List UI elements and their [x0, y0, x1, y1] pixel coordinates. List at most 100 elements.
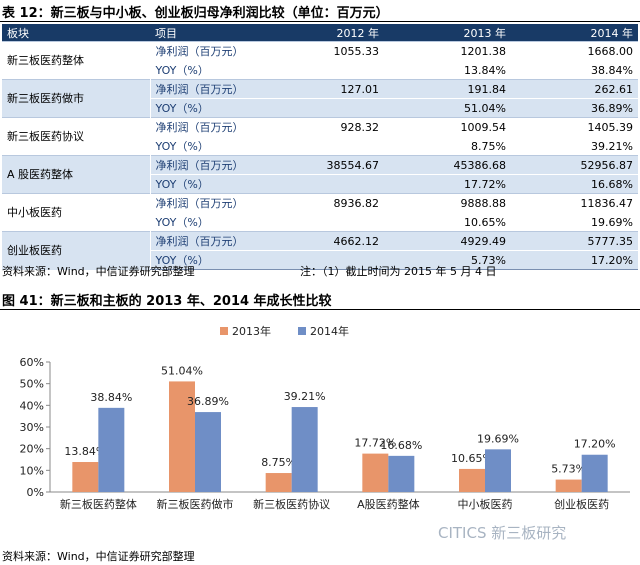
value-cell: 4662.12: [258, 231, 384, 251]
value-cell: 5.73%: [384, 250, 511, 270]
table-header-row: 板块 项目 2012 年 2013 年 2014 年: [2, 24, 638, 42]
value-cell: 51.04%: [384, 98, 511, 118]
value-cell: 9888.88: [384, 193, 511, 213]
y-tick-label: 30%: [20, 421, 44, 434]
item-name: 净利润（百万元）: [149, 41, 258, 61]
item-name: YOY（%）: [149, 60, 258, 80]
table-row: YOY（%） 5.73% 17.20%: [2, 250, 638, 270]
value-cell: 191.84: [384, 79, 511, 99]
block-name: 新三板医药做市: [2, 79, 150, 118]
item-name: 净利润（百万元）: [149, 117, 258, 137]
value-cell: [258, 136, 384, 156]
value-cell: 52956.87: [511, 155, 638, 175]
item-name: YOY（%）: [149, 136, 258, 156]
x-tick-label: 新三板医药做市: [157, 497, 234, 511]
bar: [388, 455, 415, 492]
item-name: 净利润（百万元）: [149, 155, 258, 175]
value-cell: 16.68%: [511, 174, 638, 194]
table-row: YOY（%） 17.72% 16.68%: [2, 174, 638, 194]
value-cell: 8936.82: [258, 193, 384, 213]
caption-rule: [0, 21, 640, 22]
value-cell: 262.61: [511, 79, 638, 99]
watermark: CITICS 新三板研究: [438, 524, 567, 542]
bar: [362, 453, 389, 492]
value-cell: 45386.68: [384, 155, 511, 175]
y-tick-label: 40%: [20, 399, 44, 412]
table-row: YOY（%） 8.75% 39.21%: [2, 136, 638, 156]
value-cell: [258, 98, 384, 118]
table-note: 注：（1）截止时间为 2015 年 5 月 4 日: [300, 265, 497, 278]
table-row: 新三板医药整体 净利润（百万元） 1055.33 1201.38 1668.00: [2, 41, 638, 80]
value-cell: 38554.67: [258, 155, 384, 175]
y-tick-label: 20%: [20, 443, 44, 456]
data-label: 5.73%: [551, 463, 586, 476]
chart-caption: 图 41：新三板和主板的 2013 年、2014 年成长性比较: [2, 294, 332, 309]
table-row: YOY（%） 51.04% 36.89%: [2, 98, 638, 118]
data-label: 39.21%: [284, 390, 326, 403]
table-row: 创业板医药 净利润（百万元） 4662.12 4929.49 5777.35: [2, 231, 638, 270]
bar: [555, 479, 582, 492]
table-row: 中小板医药 净利润（百万元） 8936.82 9888.88 11836.47: [2, 193, 638, 232]
data-label: 36.89%: [187, 395, 229, 408]
x-tick-label: 中小板医药: [458, 497, 513, 511]
value-cell: 127.01: [258, 79, 384, 99]
data-label: 16.68%: [380, 439, 422, 452]
table-source: 资料来源：Wind，中信证券研究部整理: [2, 265, 195, 278]
item-name: 净利润（百万元）: [149, 79, 258, 99]
value-cell: 1668.00: [511, 41, 638, 61]
value-cell: 17.72%: [384, 174, 511, 194]
data-label: 10.65%: [451, 452, 493, 465]
data-label: 8.75%: [261, 456, 296, 469]
data-label: 13.84%: [64, 445, 106, 458]
legend-swatch: [220, 327, 228, 335]
header-2014: 2014 年: [511, 24, 638, 42]
y-tick-label: 60%: [20, 356, 44, 369]
value-cell: 13.84%: [384, 60, 511, 80]
header-2013: 2013 年: [384, 24, 511, 42]
data-label: 17.72%: [354, 437, 396, 450]
item-name: YOY（%）: [149, 212, 258, 232]
value-cell: 39.21%: [511, 136, 638, 156]
value-cell: 19.69%: [511, 212, 638, 232]
value-cell: 17.20%: [511, 250, 638, 270]
table-caption: 表 12：新三板与中小板、创业板归母净利润比较（单位：百万元）: [2, 6, 389, 21]
header-2012: 2012 年: [258, 24, 384, 42]
table-row: 新三板医药做市 净利润（百万元） 127.01 191.84 262.61: [2, 79, 638, 118]
item-name: YOY（%）: [149, 250, 258, 270]
data-label: 17.20%: [574, 438, 616, 451]
profit-table: 板块 项目 2012 年 2013 年 2014 年 新三板医药整体 净利润（百万…: [2, 24, 638, 270]
item-name: YOY（%）: [149, 98, 258, 118]
bar: [485, 449, 511, 492]
value-cell: 1201.38: [384, 41, 511, 61]
value-cell: 11836.47: [511, 193, 638, 213]
value-cell: [258, 250, 384, 270]
x-tick-label: 创业板医药: [554, 497, 609, 511]
caption-rule: [0, 309, 640, 310]
value-cell: 8.75%: [384, 136, 511, 156]
x-tick-label: A股医药整体: [357, 497, 420, 511]
y-tick-label: 0%: [27, 486, 44, 499]
x-tick-label: 新三板医药协议: [253, 497, 330, 511]
table-row: YOY（%） 10.65% 19.69%: [2, 212, 638, 232]
item-name: YOY（%）: [149, 174, 258, 194]
data-label: 19.69%: [477, 432, 519, 445]
value-cell: 928.32: [258, 117, 384, 137]
header-item: 项目: [150, 24, 258, 42]
data-label: 51.04%: [161, 364, 203, 377]
table-row: A 股医药整体 净利润（百万元） 38554.67 45386.68 52956.87: [2, 155, 638, 194]
block-name: A 股医药整体: [2, 155, 150, 194]
value-cell: 1055.33: [258, 41, 384, 61]
value-cell: [258, 60, 384, 80]
bar: [581, 454, 608, 492]
block-name: 中小板医药: [2, 193, 150, 232]
block-name: 创业板医药: [2, 231, 150, 270]
bar: [169, 381, 195, 492]
value-cell: 5777.35: [511, 231, 638, 251]
table-body: 新三板医药整体 净利润（百万元） 1055.33 1201.38 1668.00 YOY（…: [2, 41, 638, 270]
header-block: 板块: [2, 24, 150, 42]
legend-swatch: [298, 327, 306, 335]
bar: [291, 407, 318, 492]
item-name: 净利润（百万元）: [149, 193, 258, 213]
value-cell: [258, 212, 384, 232]
bar: [72, 462, 99, 492]
